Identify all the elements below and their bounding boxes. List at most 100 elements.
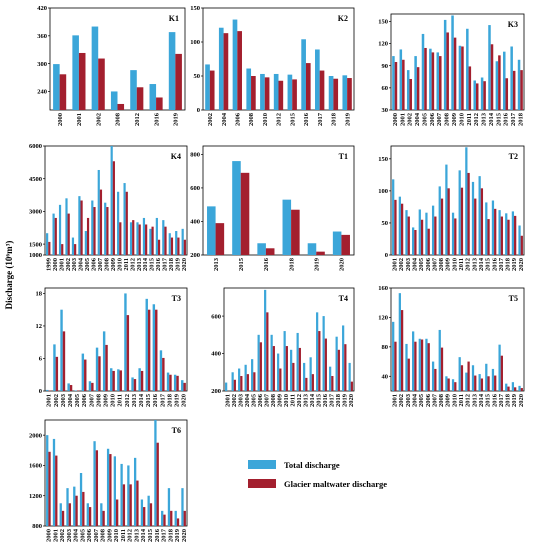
- bar-glacier: [420, 219, 424, 255]
- chart-panel-k4: 1000 1500 3000 4500 6000 1999 2000 2001 2002 2003…: [29, 143, 188, 271]
- bar-glacier: [292, 79, 297, 110]
- x-tick-label: 2006: [425, 257, 432, 271]
- bar-total: [110, 146, 113, 255]
- bar-total: [232, 19, 238, 111]
- panel-title: T5: [509, 294, 518, 303]
- y-tick-label: 420: [37, 5, 47, 12]
- panel-title: K3: [508, 20, 518, 29]
- x-tick-label: 2011: [123, 258, 130, 271]
- x-tick-label: 2015: [149, 257, 156, 271]
- x-tick-label: 2013: [136, 257, 143, 271]
- x-tick-label: 2002: [207, 113, 214, 126]
- bar-glacier: [157, 239, 161, 255]
- bar-glacier: [126, 315, 130, 391]
- x-tick-label: 2007: [97, 257, 104, 271]
- y-tick-label: 600: [190, 185, 200, 192]
- bar-glacier: [237, 31, 242, 110]
- bar-glacier: [500, 216, 503, 255]
- bar-glacier: [133, 379, 137, 391]
- x-tick-label: 2015: [145, 393, 152, 407]
- y-tick-label: 400: [211, 351, 221, 358]
- x-tick-label: 2014: [478, 257, 485, 271]
- bar-glacier: [409, 78, 412, 110]
- bar-total: [147, 495, 150, 526]
- bar-total: [399, 49, 403, 110]
- bar-total: [167, 488, 171, 526]
- panel-title: T6: [172, 426, 181, 435]
- bar-total: [348, 362, 351, 391]
- bar-total: [458, 45, 462, 110]
- x-tick-label: 2000: [46, 529, 53, 542]
- bar-glacier: [400, 203, 404, 255]
- x-tick-label: 2001: [76, 113, 83, 126]
- bar-glacier: [105, 344, 108, 391]
- x-tick-label: 2005: [421, 112, 428, 126]
- plot-frame: [223, 287, 355, 392]
- x-tick-label: 2015: [289, 112, 296, 126]
- bar-total: [97, 169, 100, 255]
- bar-total: [152, 304, 156, 391]
- bar-total: [140, 499, 144, 526]
- y-tick-label: 800: [32, 523, 42, 530]
- y-tick-label: 12: [36, 323, 43, 330]
- bar-total: [315, 49, 320, 110]
- x-tick-label: 2019: [174, 528, 181, 542]
- x-tick-label: 2007: [436, 112, 443, 126]
- x-tick-label: 2016: [154, 528, 161, 542]
- bar-total: [398, 196, 401, 255]
- x-tick-label: 2020: [339, 258, 346, 271]
- bar-glacier: [453, 37, 457, 110]
- bar-glacier: [78, 52, 86, 110]
- bar-glacier: [407, 358, 410, 391]
- bar-total: [287, 74, 293, 110]
- bar-total: [74, 390, 77, 391]
- bar-glacier: [62, 331, 66, 391]
- bar-glacier: [341, 234, 350, 255]
- plot-frame: [44, 145, 188, 256]
- bar-glacier: [253, 372, 256, 391]
- x-tick-label: 2002: [95, 113, 102, 126]
- bar-total: [79, 473, 83, 526]
- bar-glacier: [514, 215, 517, 255]
- x-tick-label: 2005: [74, 393, 81, 407]
- bar-total: [238, 368, 241, 391]
- bar-glacier: [99, 189, 103, 255]
- bar-glacier: [316, 251, 325, 255]
- x-tick-label: 2008: [444, 112, 451, 126]
- bar-total: [491, 200, 495, 255]
- bar-total: [473, 80, 476, 110]
- bar-total: [46, 389, 49, 391]
- x-tick-label: 2005: [418, 257, 425, 271]
- bar-glacier: [407, 216, 410, 255]
- bar-total: [251, 359, 254, 391]
- x-tick-label: 2020: [348, 394, 355, 407]
- bar-glacier: [424, 47, 427, 110]
- bar-total: [392, 179, 395, 255]
- bar-glacier: [176, 518, 180, 526]
- bar-total: [66, 488, 69, 526]
- bar-glacier: [285, 346, 288, 391]
- bar-total: [102, 331, 106, 391]
- bar-glacier: [490, 44, 494, 110]
- bar-glacier: [311, 374, 314, 391]
- x-tick-label: 2014: [309, 393, 316, 407]
- bar-glacier: [520, 388, 523, 391]
- bar-glacier: [505, 78, 509, 110]
- bar-total: [412, 227, 415, 255]
- bar-total: [505, 213, 508, 255]
- x-tick-label: 2014: [138, 393, 145, 407]
- x-tick-label: 2001: [392, 258, 399, 271]
- bar-glacier: [520, 70, 523, 110]
- y-tick-label: 2000: [29, 432, 42, 439]
- bar-glacier: [48, 390, 51, 391]
- y-tick-label: 150: [190, 5, 200, 12]
- bar-total: [46, 435, 49, 526]
- bar-total: [283, 331, 286, 391]
- panel-title: K4: [171, 152, 181, 161]
- x-tick-label: 2006: [235, 112, 242, 126]
- bar-total: [296, 332, 299, 391]
- bar-glacier: [420, 339, 424, 391]
- bar-glacier: [454, 218, 457, 255]
